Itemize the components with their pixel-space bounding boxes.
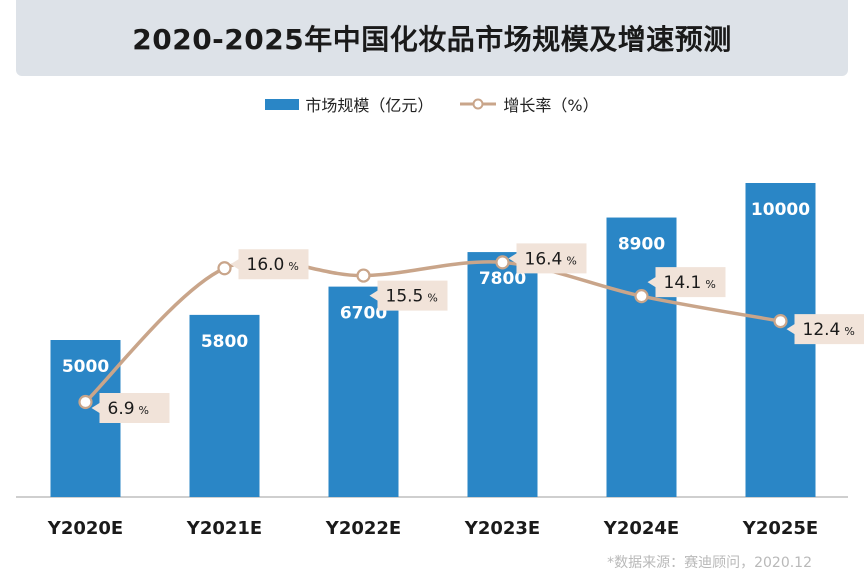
legend-label-growth-rate: 增长率（%） bbox=[503, 96, 599, 115]
title-bar: 2020-2025年中国化妆品市场规模及增速预测 bbox=[16, 0, 848, 76]
growth-marker bbox=[634, 289, 649, 304]
chart-title: 2020-2025年中国化妆品市场规模及增速预测 bbox=[132, 23, 732, 56]
growth-marker bbox=[773, 314, 788, 329]
legend-item-growth-rate: 增长率（%） bbox=[459, 92, 599, 116]
bar-Y2023E bbox=[467, 252, 538, 497]
bar-value-label: 8900 bbox=[618, 235, 665, 255]
growth-value-label: 6.9% bbox=[108, 399, 150, 419]
x-tick-label: Y2021E bbox=[186, 518, 262, 539]
growth-marker bbox=[495, 255, 510, 270]
bar-value-label: 10000 bbox=[751, 200, 810, 220]
growth-label-box bbox=[647, 267, 726, 298]
legend-label-market-size: 市场规模（亿元） bbox=[305, 96, 434, 115]
legend-bar-swatch bbox=[265, 98, 300, 110]
growth-label-box bbox=[786, 314, 864, 345]
x-tick-label: Y2023E bbox=[464, 518, 540, 539]
x-tick-label: Y2020E bbox=[47, 518, 123, 539]
legend: 市场规模（亿元） 增长率（%） bbox=[0, 92, 864, 116]
bar-value-label: 5000 bbox=[62, 357, 109, 377]
bar-Y2021E bbox=[189, 314, 260, 497]
growth-unit: % bbox=[427, 292, 437, 305]
legend-item-market-size: 市场规模（亿元） bbox=[265, 92, 433, 116]
growth-unit: % bbox=[705, 278, 715, 291]
x-tick-label: Y2022E bbox=[325, 518, 401, 539]
growth-label-box bbox=[91, 393, 170, 423]
growth-label-box bbox=[369, 280, 448, 311]
growth-unit: % bbox=[844, 325, 854, 338]
growth-unit: % bbox=[139, 404, 149, 417]
x-tick-label: Y2025E bbox=[742, 518, 818, 539]
bar-value-label: 6700 bbox=[340, 304, 387, 324]
x-tick-label: Y2024E bbox=[603, 518, 679, 539]
growth-marker bbox=[356, 268, 371, 283]
growth-marker bbox=[217, 261, 232, 276]
growth-unit: % bbox=[566, 254, 576, 267]
legend-line-swatch bbox=[460, 98, 497, 110]
bar-value-label: 7800 bbox=[479, 269, 526, 289]
growth-label-box bbox=[508, 243, 587, 274]
growth-marker bbox=[78, 394, 93, 410]
bar-Y2024E bbox=[606, 217, 677, 498]
growth-label-box bbox=[230, 249, 309, 280]
bar-Y2022E bbox=[328, 286, 399, 497]
source-note: *数据来源：赛迪顾问，2020.12 bbox=[607, 555, 812, 571]
bar-value-label: 5800 bbox=[201, 332, 248, 352]
growth-unit: % bbox=[288, 260, 298, 273]
